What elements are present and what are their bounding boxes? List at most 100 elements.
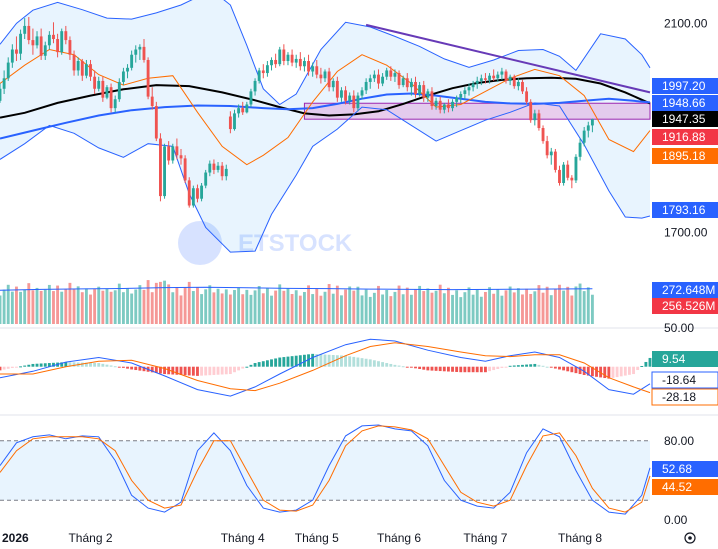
macd-hist-73 [298,355,302,367]
macd-hist-63 [257,362,261,367]
candle-body-74 [302,61,306,67]
candle-body-26 [105,87,109,98]
candle-body-54 [220,165,224,177]
candle-body-61 [249,91,253,105]
price-tag-0-bg [652,78,718,94]
candle-body-22 [89,64,92,77]
volume-bar-62 [253,290,257,324]
volume-bar-16 [64,289,68,324]
volume-bar-19 [76,286,80,324]
macd-tag-0: 9.54 [662,352,686,366]
volume-bar-27 [109,291,113,324]
candle-body-55 [224,168,228,177]
volume-bar-15 [60,291,64,324]
volume-bar-63 [257,286,261,324]
candle-body-139 [570,177,574,181]
candle-body-121 [496,74,500,79]
series-ma-orange [0,48,651,166]
macd-hist-74 [302,354,306,367]
volume-bar-125 [512,292,516,324]
macd-hist-128 [525,364,529,367]
volume-bar-8 [31,290,35,324]
macd-hist-137 [562,366,566,371]
volume-bar-124 [508,286,512,324]
volume-bar-94 [385,289,389,324]
settings-gear-icon[interactable] [684,532,696,544]
macd-hist-118 [484,366,487,373]
volume-bar-112 [459,297,463,324]
volume-bar-53 [216,288,220,324]
volume-bar-108 [442,293,446,324]
volume-bar-18 [72,289,76,324]
volume-bar-60 [245,289,249,324]
candle-body-137 [562,164,566,183]
volume-bar-75 [307,285,310,324]
macd-hist-72 [294,355,298,367]
gear-icon[interactable] [684,532,696,544]
macd-hist-92 [377,361,380,367]
candle-body-40 [163,146,166,197]
macd-hist-7 [27,364,31,367]
macd-hist-32 [130,366,134,370]
macd-hist-80 [327,354,331,367]
volume-pane[interactable] [0,280,594,324]
x-tick-label-0: 2026 [2,531,29,545]
volume-bar-38 [154,282,158,324]
volume-bar-127 [521,294,524,324]
macd-pane[interactable] [0,338,652,397]
volume-bar-58 [237,287,241,324]
volume-bar-2 [6,284,10,324]
volume-tick-0: 50.00 [664,321,694,335]
series-trendline [365,23,651,94]
macd-hist-112 [459,366,463,373]
candle-body-42 [171,146,175,161]
volume-bar-25 [101,290,105,324]
volume-bar-115 [471,294,475,324]
macd-hist-34 [138,366,142,371]
candle-body-52 [212,163,216,170]
candle-body-66 [270,59,273,66]
candle-body-107 [438,100,442,110]
candle-body-2 [6,62,10,79]
price-tick-0: 2100.00 [664,16,708,30]
macd-hist-107 [438,366,442,372]
price-tick-1: 1700.00 [664,226,708,240]
macd-hist-58 [237,366,241,371]
candle-body-81 [331,80,335,88]
volume-bar-40 [163,280,166,324]
macd-hist-18 [72,362,76,367]
candle-body-59 [241,108,245,113]
volume-bar-142 [582,291,586,324]
candle-body-24 [97,80,101,89]
macd-hist-120 [492,366,496,371]
macd-hist-69 [282,357,286,367]
volume-bar-42 [171,292,175,324]
gear-icon-hub [688,536,692,540]
macd-hist-42 [171,366,175,375]
candle-body-15 [60,31,64,53]
candle-body-35 [142,46,146,60]
candle-body-85 [348,95,352,101]
volume-bar-102 [418,285,422,324]
macd-hist-26 [105,364,109,367]
candle-body-83 [340,90,343,98]
macd-hist-144 [590,366,594,377]
candle-body-4 [15,49,18,54]
price-pane[interactable] [0,0,651,253]
volume-tag-1-bg [652,298,718,314]
candle-body-134 [549,151,553,156]
volume-bar-139 [570,295,574,324]
stoch-pane[interactable] [0,424,651,515]
candle-body-65 [265,65,269,74]
candle-body-100 [409,81,413,88]
candle-body-138 [566,164,570,178]
macd-hist-126 [516,365,520,367]
volume-bar-37 [150,292,154,324]
volume-bar-100 [409,294,413,324]
candle-body-98 [401,78,405,86]
volume-bar-73 [298,295,302,324]
volume-bar-47 [191,291,195,324]
volume-bar-55 [224,289,228,324]
macd-hist-2 [6,366,10,369]
